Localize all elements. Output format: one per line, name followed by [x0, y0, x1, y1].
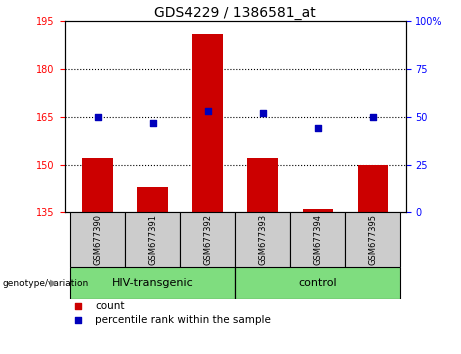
- Point: [314, 125, 321, 131]
- Bar: [248, 158, 278, 212]
- Bar: [137, 187, 168, 212]
- Text: ▶: ▶: [50, 278, 58, 288]
- Bar: [235, 267, 400, 299]
- Point: [75, 318, 82, 323]
- Text: GSM677395: GSM677395: [368, 214, 377, 266]
- Bar: [345, 212, 400, 267]
- Text: GSM677391: GSM677391: [148, 214, 157, 266]
- Text: GSM677392: GSM677392: [203, 214, 212, 266]
- Point: [369, 114, 376, 120]
- Bar: [180, 212, 235, 267]
- Bar: [83, 158, 112, 212]
- Text: GSM677394: GSM677394: [313, 214, 322, 266]
- Text: control: control: [298, 278, 337, 288]
- Point: [259, 110, 266, 116]
- Text: percentile rank within the sample: percentile rank within the sample: [95, 315, 271, 325]
- Bar: [193, 34, 223, 212]
- Point: [149, 120, 156, 125]
- Text: count: count: [95, 301, 125, 311]
- Bar: [358, 165, 388, 212]
- Bar: [290, 212, 345, 267]
- Bar: [302, 209, 333, 212]
- Bar: [70, 212, 125, 267]
- Bar: [235, 212, 290, 267]
- Point: [94, 114, 101, 120]
- Text: genotype/variation: genotype/variation: [2, 279, 89, 288]
- Text: GSM677390: GSM677390: [93, 214, 102, 266]
- Bar: [70, 267, 235, 299]
- Point: [204, 108, 211, 114]
- Bar: [125, 212, 180, 267]
- Text: GSM677393: GSM677393: [258, 214, 267, 266]
- Title: GDS4229 / 1386581_at: GDS4229 / 1386581_at: [154, 6, 316, 20]
- Text: HIV-transgenic: HIV-transgenic: [112, 278, 194, 288]
- Point: [75, 303, 82, 309]
